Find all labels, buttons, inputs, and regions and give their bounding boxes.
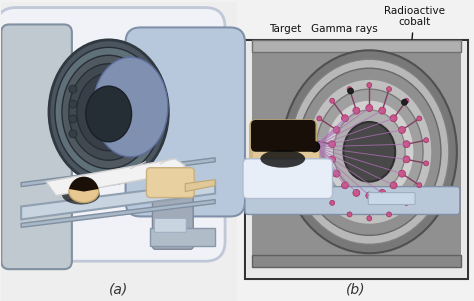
Ellipse shape — [260, 150, 305, 168]
Text: (b): (b) — [346, 282, 365, 296]
Ellipse shape — [49, 40, 168, 184]
Polygon shape — [185, 180, 215, 191]
Ellipse shape — [282, 50, 457, 253]
FancyBboxPatch shape — [252, 148, 319, 178]
Circle shape — [417, 183, 422, 188]
FancyBboxPatch shape — [243, 159, 332, 199]
Circle shape — [379, 107, 386, 114]
Circle shape — [333, 126, 340, 133]
Circle shape — [310, 138, 315, 143]
Wedge shape — [69, 177, 99, 191]
FancyBboxPatch shape — [368, 193, 415, 204]
Circle shape — [317, 116, 322, 121]
FancyBboxPatch shape — [146, 168, 194, 197]
Circle shape — [424, 161, 428, 166]
Circle shape — [390, 115, 397, 122]
FancyBboxPatch shape — [245, 187, 460, 214]
Circle shape — [403, 156, 410, 163]
Polygon shape — [252, 255, 461, 267]
FancyBboxPatch shape — [153, 191, 193, 249]
Circle shape — [317, 183, 322, 188]
Ellipse shape — [344, 122, 395, 182]
Circle shape — [401, 99, 408, 105]
FancyBboxPatch shape — [251, 120, 316, 152]
Ellipse shape — [334, 110, 405, 194]
FancyBboxPatch shape — [155, 219, 186, 232]
Bar — [1, 2, 237, 301]
Ellipse shape — [316, 89, 423, 214]
Circle shape — [69, 130, 77, 138]
Circle shape — [69, 100, 77, 108]
Circle shape — [330, 200, 335, 205]
FancyBboxPatch shape — [0, 8, 225, 261]
Ellipse shape — [62, 185, 100, 204]
Ellipse shape — [307, 79, 432, 225]
Circle shape — [353, 107, 360, 114]
Circle shape — [366, 192, 373, 199]
Ellipse shape — [298, 68, 441, 235]
Circle shape — [367, 83, 372, 88]
Text: Target: Target — [269, 24, 312, 118]
Polygon shape — [21, 158, 215, 187]
Circle shape — [367, 216, 372, 221]
FancyBboxPatch shape — [1, 24, 72, 269]
Bar — [150, 228, 215, 246]
Circle shape — [366, 104, 373, 111]
Circle shape — [310, 142, 319, 152]
Circle shape — [417, 116, 422, 121]
Ellipse shape — [325, 100, 414, 203]
Ellipse shape — [69, 64, 148, 160]
Circle shape — [347, 212, 352, 217]
Circle shape — [347, 88, 354, 94]
Bar — [246, 41, 467, 278]
Circle shape — [328, 156, 336, 163]
Circle shape — [333, 170, 340, 177]
Bar — [245, 40, 468, 279]
Text: (a): (a) — [109, 282, 128, 296]
Circle shape — [328, 141, 336, 148]
Circle shape — [387, 212, 392, 217]
Bar — [252, 52, 461, 255]
Circle shape — [424, 138, 428, 143]
Ellipse shape — [69, 181, 99, 203]
Text: Radioactive
cobalt: Radioactive cobalt — [383, 6, 445, 123]
Text: Gamma rays: Gamma rays — [311, 24, 378, 113]
Circle shape — [399, 126, 406, 133]
Circle shape — [399, 170, 406, 177]
Circle shape — [342, 182, 348, 189]
FancyBboxPatch shape — [126, 27, 245, 216]
Ellipse shape — [55, 47, 163, 177]
Ellipse shape — [62, 55, 155, 169]
Circle shape — [403, 141, 410, 148]
Ellipse shape — [77, 73, 140, 151]
Circle shape — [347, 87, 352, 92]
Circle shape — [404, 98, 409, 103]
Polygon shape — [21, 182, 215, 219]
Circle shape — [379, 189, 386, 196]
Ellipse shape — [86, 86, 132, 142]
Circle shape — [342, 115, 348, 122]
Circle shape — [69, 85, 77, 93]
Polygon shape — [21, 200, 215, 227]
Circle shape — [330, 98, 335, 103]
Circle shape — [69, 115, 77, 123]
Circle shape — [310, 161, 315, 166]
Circle shape — [387, 87, 392, 92]
Ellipse shape — [93, 57, 168, 157]
Polygon shape — [46, 159, 185, 196]
Ellipse shape — [290, 59, 449, 244]
Circle shape — [390, 182, 397, 189]
Polygon shape — [252, 40, 461, 52]
FancyBboxPatch shape — [250, 120, 317, 170]
Circle shape — [404, 200, 409, 205]
Circle shape — [353, 189, 360, 196]
